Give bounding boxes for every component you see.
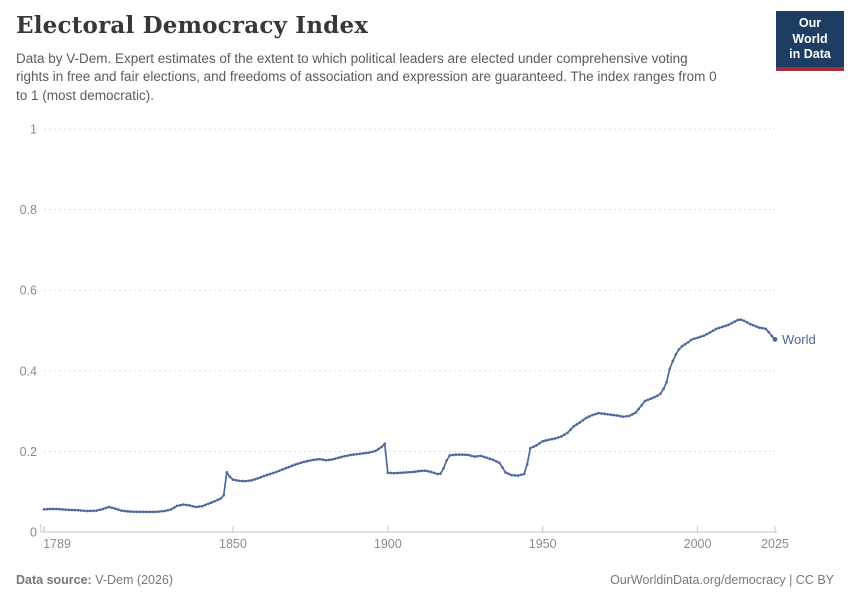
svg-text:1850: 1850	[219, 537, 247, 551]
x-axis	[40, 524, 777, 533]
svg-text:1789: 1789	[43, 537, 71, 551]
svg-text:1950: 1950	[529, 537, 557, 551]
footer-attribution-link[interactable]: OurWorldinData.org/democracy | CC BY	[610, 573, 834, 587]
data-source-value: V-Dem (2026)	[95, 573, 174, 587]
svg-text:0.6: 0.6	[20, 284, 37, 298]
plot-area[interactable]	[44, 129, 775, 532]
svg-text:0: 0	[30, 526, 37, 540]
svg-text:0.8: 0.8	[20, 203, 37, 217]
series-end-label: World	[782, 332, 816, 347]
chart-footer: Data source: V-Dem (2026) OurWorldinData…	[16, 573, 834, 587]
data-source: Data source: V-Dem (2026)	[16, 573, 173, 587]
svg-text:1900: 1900	[374, 537, 402, 551]
svg-text:0.4: 0.4	[20, 364, 37, 378]
svg-text:2000: 2000	[684, 537, 712, 551]
owid-logo[interactable]: Our World in Data	[776, 11, 844, 71]
series-world	[42, 318, 778, 514]
owid-logo-line1: Our World	[792, 16, 828, 46]
y-tick-labels: 0 0.2 0.4 0.6 0.8 1	[20, 123, 37, 540]
series-end-marker	[772, 336, 778, 342]
svg-text:1: 1	[30, 123, 37, 137]
x-tick-labels: 1789 1850 1900 1950 2000 2025	[43, 537, 789, 551]
owid-logo-line2: in Data	[789, 47, 831, 62]
svg-text:0.2: 0.2	[20, 445, 37, 459]
svg-text:2025: 2025	[761, 537, 789, 551]
y-gridlines	[44, 128, 775, 452]
data-source-label: Data source:	[16, 573, 92, 587]
chart-subtitle: Data by V-Dem. Expert estimates of the e…	[16, 51, 717, 103]
chart-title: Electoral Democracy Index	[16, 12, 369, 39]
data-point-markers	[42, 318, 777, 514]
